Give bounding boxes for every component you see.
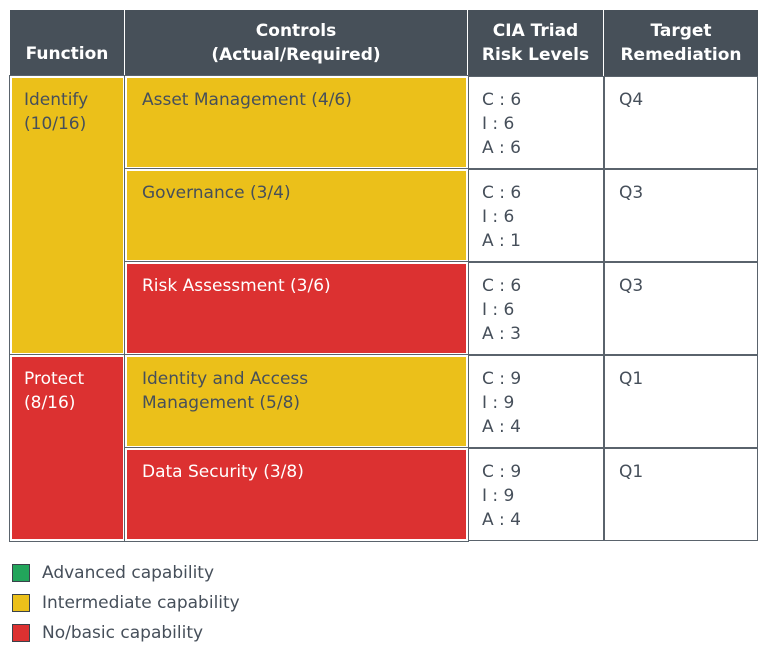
cia-cell: C : 6 I : 6 A : 1 — [468, 169, 604, 262]
legend-label: No/basic capability — [42, 623, 204, 643]
cia-level: A : 1 — [482, 231, 521, 251]
cia-level: I : 6 — [482, 300, 515, 320]
control-cell: Identity and Access Management (5/8) — [124, 354, 469, 449]
cia-cell: C : 6 I : 6 A : 3 — [468, 262, 604, 355]
target-cell: Q3 — [604, 262, 758, 355]
target-cell: Q1 — [604, 448, 758, 541]
header-cell: CIA Triad Risk Levels — [468, 10, 604, 76]
cia-level: A : 4 — [482, 417, 521, 437]
cia-level: I : 9 — [482, 486, 515, 506]
legend-swatch — [12, 564, 30, 582]
legend-label: Advanced capability — [42, 563, 215, 583]
legend-swatch — [12, 594, 30, 612]
cia-level: I : 9 — [482, 393, 515, 413]
control-cell: Risk Assessment (3/6) — [124, 261, 469, 356]
control-cell: Data Security (3/8) — [124, 447, 469, 542]
control-cell: Asset Management (4/6) — [124, 75, 469, 170]
header-cell: Target Remediation — [620, 21, 742, 65]
cia-level: A : 4 — [482, 510, 521, 530]
header-row — [10, 10, 758, 76]
legend-label: Intermediate capability — [42, 593, 240, 613]
cia-cell: C : 6 I : 6 A : 6 — [468, 76, 604, 169]
cia-level: A : 6 — [482, 138, 521, 158]
header-cell: Function — [10, 10, 125, 76]
target-cell: Q4 — [604, 76, 758, 169]
cia-cell: C : 9 I : 9 A : 4 — [468, 448, 604, 541]
function-cell: Protect (8/16) — [9, 354, 126, 542]
target-cell: Q3 — [604, 169, 758, 262]
legend-swatch — [12, 624, 30, 642]
cia-level: C : 9 — [482, 369, 522, 389]
cia-level: A : 3 — [482, 324, 521, 344]
function-cell: Identify (10/16) — [9, 75, 126, 356]
target-cell: Q1 — [604, 355, 758, 448]
cia-level: C : 6 — [482, 90, 522, 110]
cia-level: I : 6 — [482, 207, 515, 227]
cia-cell: C : 9 I : 9 A : 4 — [468, 355, 604, 448]
header-cell: Controls (Actual/Required) — [125, 10, 468, 76]
cia-level: C : 9 — [482, 462, 522, 482]
cia-level: C : 6 — [482, 183, 522, 203]
cia-level: C : 6 — [482, 276, 522, 296]
cia-level: I : 6 — [482, 114, 515, 134]
control-cell: Governance (3/4) — [124, 168, 469, 263]
